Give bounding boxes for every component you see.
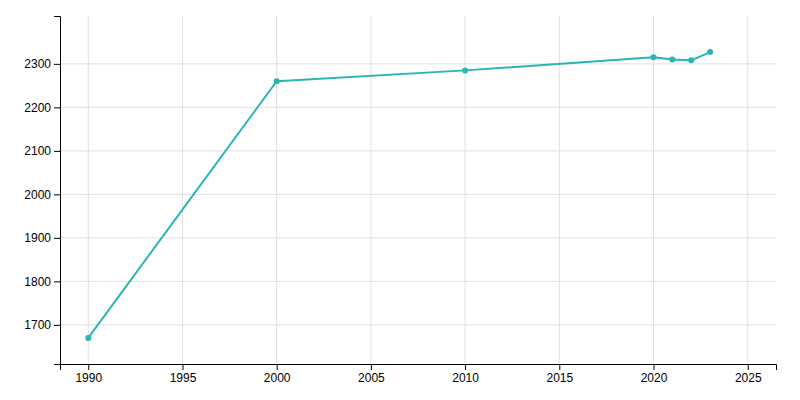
- line: [88, 52, 710, 338]
- point: [707, 49, 713, 55]
- tick-label: 2000: [264, 371, 291, 385]
- grid-line: [370, 16, 371, 364]
- tick-mark: [54, 238, 60, 239]
- grid-line: [60, 194, 776, 195]
- tick: 2010: [452, 364, 479, 385]
- grid-line: [60, 237, 776, 238]
- tick-mark: [54, 107, 60, 108]
- tick-mark: [277, 364, 278, 370]
- tick: 1990: [75, 364, 102, 385]
- tick: 2300: [24, 57, 60, 71]
- x-axis: 1990 1995 2000 2005 2010 2015 2020 2025: [61, 364, 777, 385]
- tick-mark: [654, 364, 655, 370]
- grid-line: [182, 16, 183, 364]
- point: [688, 57, 694, 63]
- point: [85, 335, 91, 341]
- tick: 2100: [24, 144, 60, 158]
- tick-label: 2020: [641, 371, 668, 385]
- tick: 1800: [24, 275, 60, 289]
- point: [462, 67, 468, 73]
- tick-label: 2010: [452, 371, 479, 385]
- axis-line: [54, 17, 61, 365]
- grid-line: [60, 281, 776, 282]
- tick-label: 2100: [24, 144, 51, 158]
- tick-label: 2000: [24, 188, 51, 202]
- tick-label: 2025: [735, 371, 762, 385]
- chart: 1990 1995 2000 2005 2010 2015 2020 2025 1700 1800…: [0, 0, 800, 400]
- tick-mark: [54, 325, 60, 326]
- tick: 2000: [24, 188, 60, 202]
- tick: 1995: [170, 364, 197, 385]
- grid-line: [653, 16, 654, 364]
- tick-mark: [465, 364, 466, 370]
- tick: 1900: [24, 231, 60, 245]
- tick: 2200: [24, 101, 60, 115]
- y-axis: 1700 1800 1900 2000 2100 2200 2300: [24, 17, 60, 365]
- point: [274, 78, 280, 84]
- plot: 1990 1995 2000 2005 2010 2015 2020 2025 1700 1800…: [24, 16, 776, 385]
- tick-mark: [559, 364, 560, 370]
- tick-label: 1900: [24, 231, 51, 245]
- point: [669, 57, 675, 63]
- tick-mark: [371, 364, 372, 370]
- tick: 2025: [735, 364, 762, 385]
- tick: 1700: [24, 318, 60, 332]
- tick-label: 1995: [170, 371, 197, 385]
- tick: 2005: [358, 364, 385, 385]
- tick-label: 2015: [546, 371, 573, 385]
- tick-mark: [182, 364, 183, 370]
- grid-line: [60, 107, 776, 108]
- grid-line: [60, 150, 776, 151]
- axis-line: [61, 365, 777, 371]
- tick-mark: [54, 151, 60, 152]
- grid-line: [60, 324, 776, 325]
- tick: 2015: [546, 364, 573, 385]
- tick-label: 1800: [24, 275, 51, 289]
- tick-mark: [54, 194, 60, 195]
- grid-line: [88, 16, 89, 364]
- tick-mark: [54, 64, 60, 65]
- tick-label: 2300: [24, 57, 51, 71]
- tick-label: 1700: [24, 318, 51, 332]
- series: [85, 49, 713, 341]
- tick-mark: [54, 281, 60, 282]
- grid-line: [60, 63, 776, 64]
- point: [651, 54, 657, 60]
- grid-line: [747, 16, 748, 364]
- grid: [60, 16, 776, 364]
- tick-mark: [88, 364, 89, 370]
- grid-line: [276, 16, 277, 364]
- tick-label: 2005: [358, 371, 385, 385]
- tick: 2000: [264, 364, 291, 385]
- tick-label: 1990: [75, 371, 102, 385]
- tick-label: 2200: [24, 101, 51, 115]
- grid-line: [559, 16, 560, 364]
- tick: 2020: [641, 364, 668, 385]
- tick-mark: [748, 364, 749, 370]
